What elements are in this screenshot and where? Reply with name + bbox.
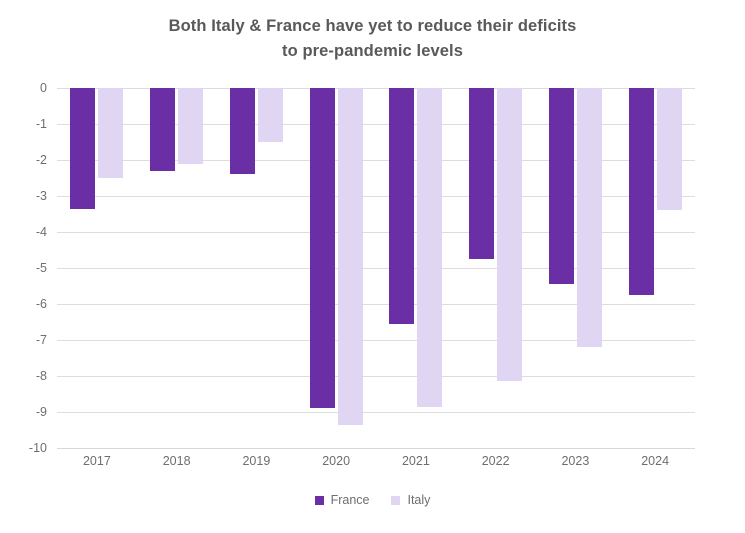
bar-italy-2021[interactable] xyxy=(417,88,443,407)
bar-italy-2020[interactable] xyxy=(337,88,363,425)
x-axis-line xyxy=(57,448,695,449)
chart-title-line-2: to pre-pandemic levels xyxy=(281,42,463,60)
gridline: 0 xyxy=(40,81,695,95)
gridline: -7 xyxy=(36,333,695,347)
y-axis-tick-label: -4 xyxy=(35,225,47,239)
bar-france-2018[interactable] xyxy=(150,88,176,171)
bar-group-2017: 2017 xyxy=(57,88,137,468)
x-axis-tick-label-2024: 2024 xyxy=(641,454,670,468)
gridline: -2 xyxy=(36,153,695,167)
bar-group-2024: 2024 xyxy=(615,88,695,468)
legend-label-france: France xyxy=(330,493,370,507)
legend-item-italy[interactable]: Italy xyxy=(391,493,430,507)
chart-title: Both Italy & France have yet to reduce t… xyxy=(0,14,745,64)
x-axis-tick-label-2020: 2020 xyxy=(322,454,351,468)
legend-label-italy: Italy xyxy=(407,493,431,507)
x-axis-tick-label-2022: 2022 xyxy=(481,454,510,468)
bar-france-2021[interactable] xyxy=(389,88,415,324)
bar-france-2017[interactable] xyxy=(70,88,96,209)
gridline: -6 xyxy=(36,297,695,311)
bar-italy-2024[interactable] xyxy=(656,88,682,211)
chart-title-line-1: Both Italy & France have yet to reduce t… xyxy=(168,17,577,35)
legend-swatch-france xyxy=(314,495,324,505)
bar-group-2021: 2021 xyxy=(376,88,456,468)
gridline: -3 xyxy=(36,189,695,203)
plot-area: 0 -1 -2 -3 -4 -5 -6 -7 -8 -9 -10 2017 2018 2019 2020 20… xyxy=(29,81,695,468)
bar-france-2023[interactable] xyxy=(548,88,574,285)
bar-group-2022: 2022 xyxy=(456,88,536,468)
bar-italy-2019[interactable] xyxy=(257,88,283,142)
y-axis-tick-label: -5 xyxy=(35,261,47,275)
bar-france-2019[interactable] xyxy=(229,88,255,175)
x-axis-tick-label-2017: 2017 xyxy=(82,454,111,468)
gridline: -9 xyxy=(36,405,695,419)
bar-france-2020[interactable] xyxy=(309,88,335,409)
bar-italy-2022[interactable] xyxy=(497,88,523,382)
bar-group-2019: 2019 xyxy=(217,88,297,468)
gridline: -5 xyxy=(36,261,695,275)
x-axis-tick-label-2018: 2018 xyxy=(162,454,191,468)
y-axis-tick-label: -6 xyxy=(35,297,47,311)
y-axis-tick-label: -1 xyxy=(35,117,47,131)
bar-italy-2017[interactable] xyxy=(98,88,124,178)
chart-legend: France Italy xyxy=(0,493,745,507)
gridline: -8 xyxy=(36,369,695,383)
bar-italy-2023[interactable] xyxy=(576,88,602,348)
bar-group-2018: 2018 xyxy=(137,88,217,468)
x-axis-tick-label-2023: 2023 xyxy=(561,454,590,468)
bar-italy-2018[interactable] xyxy=(178,88,204,164)
gridline: -1 xyxy=(36,117,695,131)
bar-france-2024[interactable] xyxy=(628,88,654,295)
y-axis-tick-label: -3 xyxy=(35,189,47,203)
legend-item-france[interactable]: France xyxy=(314,493,370,507)
bar-group-2023: 2023 xyxy=(536,88,616,468)
bar-group-2020: 2020 xyxy=(296,88,376,468)
gridline: -4 xyxy=(36,225,695,239)
y-axis-tick-label: -7 xyxy=(35,333,47,347)
y-axis-tick-label: -8 xyxy=(35,369,47,383)
y-axis-tick-label: -2 xyxy=(35,153,47,167)
y-axis-tick-label: -10 xyxy=(28,441,47,455)
y-axis-tick-label: 0 xyxy=(40,81,47,95)
y-axis-tick-label: -9 xyxy=(35,405,47,419)
x-axis-tick-label-2019: 2019 xyxy=(242,454,271,468)
bar-france-2022[interactable] xyxy=(469,88,495,259)
x-axis-tick-label-2021: 2021 xyxy=(401,454,430,468)
legend-swatch-italy xyxy=(391,495,401,505)
